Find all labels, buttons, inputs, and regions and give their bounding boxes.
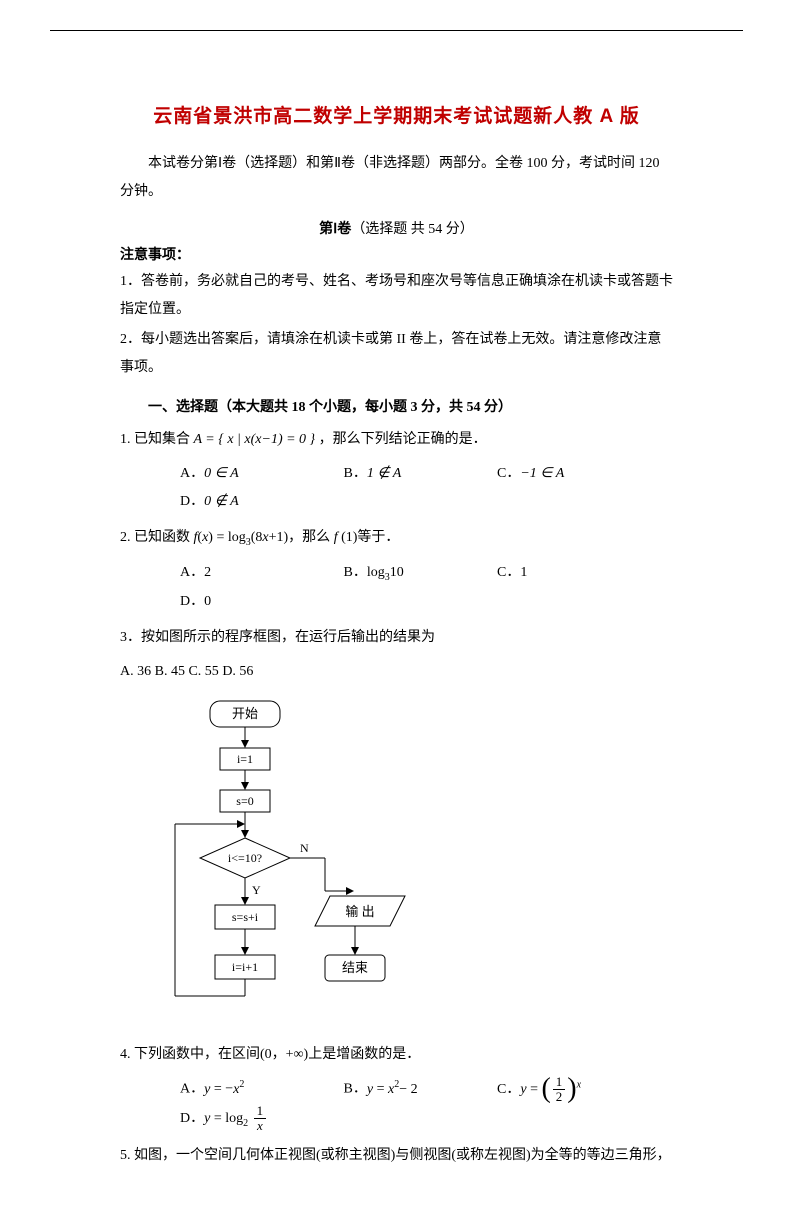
fc-inc-text: i=i+1 [232, 960, 258, 974]
notice-2: 2．每小题选出答案后，请填涂在机读卡或第 II 卷上，答在试卷上无效。请注意修改… [120, 326, 673, 382]
q2-options: A．2 B．log310 C．1 D．0 [180, 559, 673, 616]
q2-opt-b: B．log310 [344, 559, 494, 588]
fc-sum-text: s=s+i [232, 910, 259, 924]
q1-options: A．0 ∈ A B．1 ∉ A C．−1 ∈ A D．0 ∉ A [180, 460, 673, 516]
q1-opt-d: D．0 ∉ A [180, 488, 300, 516]
question-4: 4. 下列函数中，在区间(0，+∞)上是增函数的是． [120, 1041, 673, 1069]
exam-intro: 本试卷分第Ⅰ卷（选择题）和第Ⅱ卷（非选择题）两部分。全卷 100 分，考试时间 … [120, 150, 673, 206]
q1-opt-a: A．0 ∈ A [180, 460, 340, 488]
question-2: 2. 已知函数 f(x) = log3(8x+1)，那么 f (1)等于． [120, 524, 673, 553]
q4-opt-b: B．y = x2 − 2 [344, 1075, 494, 1104]
flowchart: 开始 i=1 s=0 i<=10? N 输 出 [160, 696, 673, 1031]
fc-arrowhead-2 [241, 782, 249, 790]
q2-opt-c: C．1 [497, 559, 637, 587]
q3-opt-d: D. 56 [222, 664, 253, 679]
fc-arrowhead-loop [237, 820, 245, 828]
fc-cond-text: i<=10? [228, 851, 262, 865]
fc-arrowhead-3 [241, 830, 249, 838]
fc-init-s-text: s=0 [236, 794, 253, 808]
section-1-note: （选择题 共 54 分） [351, 222, 474, 237]
fc-output-text: 输 出 [345, 904, 374, 919]
q1-suffix: ，那么下列结论正确的是． [319, 432, 487, 447]
q4-opt-d: D．y = log2 1x [180, 1104, 300, 1134]
q1-opt-b: B．1 ∉ A [344, 460, 494, 488]
question-1: 1. 已知集合 A = { x | x(x−1) = 0 } ，那么下列结论正确… [120, 426, 673, 454]
fc-arrowhead-y2 [241, 947, 249, 955]
q3-opt-c: C. 55 [188, 664, 218, 679]
q1-opt-c: C．−1 ∈ A [497, 460, 637, 488]
fc-start-text: 开始 [232, 706, 258, 721]
q3-opt-b: B. 45 [155, 664, 185, 679]
fc-end-text: 结束 [342, 960, 368, 975]
q3-options: A. 36 B. 45 C. 55 D. 56 [120, 658, 673, 686]
q3-opt-a: A. 36 [120, 664, 151, 679]
exam-page: 云南省景洪市高二数学上学期期末考试试题新人教 A 版 本试卷分第Ⅰ卷（选择题）和… [50, 30, 743, 1216]
q2-opt-d: D．0 [180, 588, 300, 616]
question-3: 3．按如图所示的程序框图，在运行后输出的结果为 [120, 624, 673, 652]
section-1-label: 第Ⅰ卷 [319, 222, 351, 237]
q2-opt-a: A．2 [180, 559, 340, 587]
q4-options: A．y = −x2 B．y = x2 − 2 C．y = (12)x D．y =… [180, 1075, 673, 1134]
q2-stem: 2. 已知函数 f(x) = log3(8x+1)，那么 f (1)等于． [120, 530, 399, 545]
fc-arrowhead-out [351, 947, 359, 955]
flowchart-svg: 开始 i=1 s=0 i<=10? N 输 出 [160, 696, 420, 1026]
fc-arrowhead-y1 [241, 897, 249, 905]
q4-opt-c: C．y = (12)x [497, 1075, 637, 1105]
part-1-title: 一、选择题（本大题共 18 个小题，每小题 3 分，共 54 分） [120, 396, 673, 416]
q4-opt-a: A．y = −x2 [180, 1075, 340, 1104]
q1-prefix: 1. 已知集合 [120, 432, 194, 447]
fc-init-i-text: i=1 [237, 752, 253, 766]
section-1-header: 第Ⅰ卷（选择题 共 54 分） [120, 218, 673, 238]
question-5: 5. 如图，一个空间几何体正视图(或称主视图)与侧视图(或称左视图)为全等的等边… [120, 1142, 673, 1170]
fc-no-label: N [300, 841, 309, 855]
exam-title: 云南省景洪市高二数学上学期期末考试试题新人教 A 版 [120, 101, 673, 128]
q1-set: A = { x | x(x−1) = 0 } [194, 432, 316, 447]
fc-arrowhead-n [346, 887, 354, 895]
fc-arrowhead-1 [241, 740, 249, 748]
notice-label: 注意事项： [120, 244, 673, 264]
fc-yes-label: Y [252, 883, 261, 897]
notice-1: 1．答卷前，务必就自己的考号、姓名、考场号和座次号等信息正确填涂在机读卡或答题卡… [120, 268, 673, 324]
